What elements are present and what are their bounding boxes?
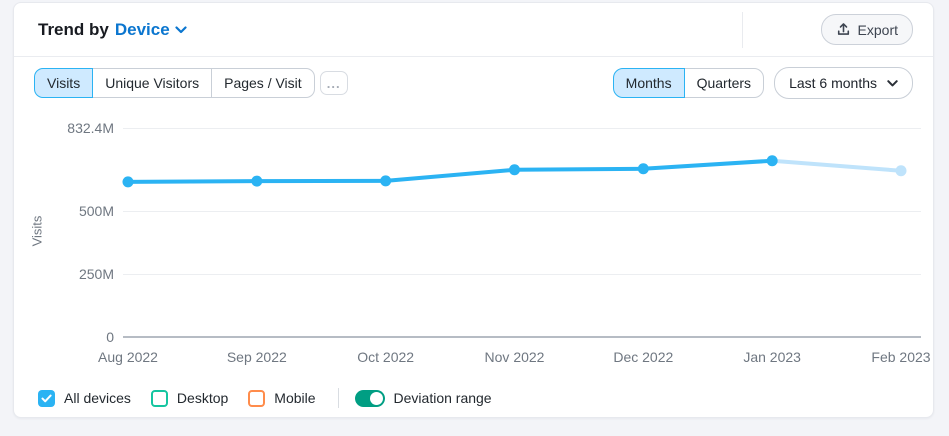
legend-item-desktop[interactable]: Desktop xyxy=(150,389,229,407)
date-range-dropdown[interactable]: Last 6 months xyxy=(774,67,913,99)
data-point-dec-2022[interactable] xyxy=(637,163,649,175)
y-axis-title: Visits xyxy=(29,215,45,247)
y-tick-label: 250M xyxy=(78,266,114,283)
x-tick-label: Nov 2022 xyxy=(484,349,545,365)
device-dropdown-label: Device xyxy=(114,19,170,39)
unchecked-checkbox-icon[interactable] xyxy=(248,389,266,407)
data-point-jan-2023[interactable] xyxy=(766,155,778,167)
toggle-label: Deviation range xyxy=(393,390,492,406)
data-point-feb-2023[interactable] xyxy=(895,165,907,177)
y-tick-label: 0 xyxy=(106,329,114,345)
period-tabs-group: Months Quarters xyxy=(612,68,765,98)
tab-pages-visit[interactable]: Pages / Visit xyxy=(211,68,315,98)
tab-visits[interactable]: Visits xyxy=(34,68,94,98)
y-tick-label: 832.4M xyxy=(67,120,114,136)
tab-months[interactable]: Months xyxy=(612,68,685,98)
chart-area: Visits 832.4M 500M 250M 0 Aug 2022 Sep 2022 Oc… xyxy=(14,3,935,419)
device-dropdown-trigger[interactable]: Device xyxy=(115,20,187,40)
tab-unique-visitors[interactable]: Unique Visitors xyxy=(92,68,213,98)
title-prefix: Trend by xyxy=(38,19,109,39)
gridline xyxy=(123,211,921,213)
x-tick-label: Aug 2022 xyxy=(98,349,158,365)
x-tick-label: Sep 2022 xyxy=(226,349,287,365)
page-title: Trend by Device xyxy=(38,20,187,40)
x-tick-label: Oct 2022 xyxy=(357,349,415,365)
x-axis-line xyxy=(123,336,921,338)
export-button[interactable]: Export xyxy=(820,14,913,45)
data-point-oct-2022[interactable] xyxy=(380,175,392,187)
trend-line-faded xyxy=(770,158,903,173)
header-divider xyxy=(742,12,743,48)
deviation-range-toggle[interactable] xyxy=(354,389,385,407)
checked-checkbox-icon[interactable] xyxy=(38,389,55,407)
toggle-knob xyxy=(369,391,383,405)
data-point-nov-2022[interactable] xyxy=(509,164,520,176)
gridline xyxy=(123,128,921,129)
legend-item-all-devices[interactable]: All devices xyxy=(38,389,131,407)
chart-toolbar: Visits Unique Visitors Pages / Visit ... M… xyxy=(34,67,913,99)
y-tick-label: 500M xyxy=(78,203,114,220)
export-icon xyxy=(836,22,851,37)
legend-label: All devices xyxy=(64,390,131,406)
data-point-aug-2022[interactable] xyxy=(122,176,134,188)
legend-item-mobile[interactable]: Mobile xyxy=(248,389,316,407)
trend-by-device-card: Trend by Device Export Visits Unique Visi… xyxy=(13,2,934,418)
gridline xyxy=(123,274,921,276)
tab-quarters[interactable]: Quarters xyxy=(683,68,765,98)
chevron-down-icon xyxy=(887,79,898,87)
unchecked-checkbox-icon[interactable] xyxy=(150,389,168,407)
data-point-sep-2022[interactable] xyxy=(251,175,263,187)
x-tick-label: Dec 2022 xyxy=(613,349,674,365)
legend-divider xyxy=(337,388,339,408)
export-button-label: Export xyxy=(857,21,898,38)
x-tick-label: Feb 2023 xyxy=(871,349,931,365)
x-tick-label: Jan 2023 xyxy=(743,349,801,365)
legend-label: Mobile xyxy=(274,390,316,406)
trend-line xyxy=(126,158,775,184)
date-range-label: Last 6 months xyxy=(789,75,877,91)
card-header: Trend by Device Export xyxy=(14,3,933,57)
legend-label: Desktop xyxy=(176,390,229,406)
chart-legend: All devices Desktop Mobile Deviation range xyxy=(38,386,492,410)
toolbar-right: Months Quarters Last 6 months xyxy=(612,67,913,99)
chevron-down-icon xyxy=(175,25,187,34)
metric-tabs-group: Visits Unique Visitors Pages / Visit xyxy=(34,68,315,98)
more-metrics-button[interactable]: ... xyxy=(319,71,348,95)
